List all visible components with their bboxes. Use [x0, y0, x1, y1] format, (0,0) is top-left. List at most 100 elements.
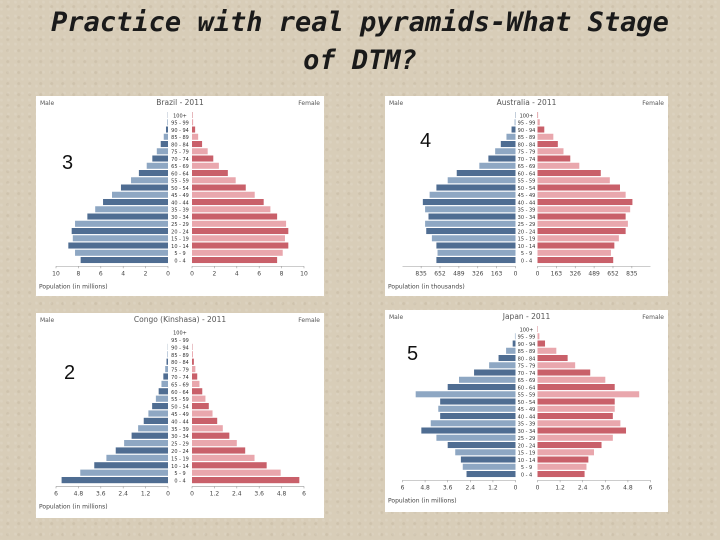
x-axis-label: Population (in thousands)	[388, 283, 465, 290]
tick-label-right: 0	[536, 270, 540, 277]
female-bar	[192, 425, 223, 432]
male-bar	[506, 133, 516, 140]
age-group-label: 15 - 19	[171, 237, 189, 243]
female-bar	[537, 384, 615, 391]
male-bar	[431, 235, 516, 242]
female-bar	[192, 119, 194, 126]
female-bar	[192, 177, 236, 184]
population-pyramid-australia: Australia - 2011 Male Female 100+ 95 - 9990 …	[388, 98, 664, 290]
chart-title: Congo (Kinshasa) - 2011	[134, 315, 226, 324]
tick-label-left: 0	[514, 270, 518, 277]
female-bar	[537, 148, 564, 155]
x-axis-label: Population (in millions)	[39, 283, 108, 290]
age-group-label: 50 - 54	[171, 186, 189, 192]
female-bar	[192, 432, 230, 439]
age-group-label: 85 - 89	[171, 135, 189, 141]
female-bar	[192, 213, 278, 220]
tick-label-right: 3.6	[601, 484, 611, 491]
tick-label-left: 489	[453, 270, 465, 277]
tick-label-left: 2.4	[466, 484, 476, 491]
age-group-label: 0 - 4	[174, 258, 185, 264]
male-bar	[437, 249, 516, 256]
slide-title: Practice with real pyramids-What Stage o…	[0, 4, 720, 80]
male-bar	[94, 462, 168, 469]
age-group-label: 25 - 29	[171, 222, 189, 228]
male-bar	[436, 257, 516, 264]
age-group-label: 10 - 14	[518, 244, 536, 250]
male-bar	[489, 362, 516, 369]
female-bar	[537, 112, 539, 119]
female-bar	[192, 220, 287, 227]
female-bar	[537, 191, 626, 198]
age-group-label: 5 - 9	[174, 251, 185, 257]
age-group-label: 65 - 69	[171, 164, 189, 170]
female-bar	[192, 235, 285, 242]
age-group-label: 95 - 99	[518, 335, 536, 341]
female-bar	[537, 220, 628, 227]
male-bar	[428, 213, 516, 220]
female-bar	[192, 410, 213, 417]
female-bar	[537, 228, 626, 235]
tick-label-left: 8	[76, 270, 80, 277]
male-bar	[455, 449, 516, 456]
age-group-label: 0 - 4	[174, 479, 185, 485]
tick-label-right: 4.8	[623, 484, 633, 491]
female-bar	[537, 405, 615, 412]
tick-label-left: 835	[415, 270, 427, 277]
male-bar	[506, 347, 516, 354]
male-bar	[167, 119, 168, 126]
age-group-label: 90 - 94	[518, 128, 536, 134]
age-group-label: 40 - 44	[171, 419, 189, 425]
tick-label-left: 6	[401, 484, 405, 491]
tick-label-right: 0	[190, 490, 194, 497]
age-group-label: 50 - 54	[518, 186, 536, 192]
male-bar	[138, 425, 168, 432]
female-bar	[192, 155, 214, 162]
female-bar	[192, 351, 193, 358]
age-group-label: 95 - 99	[171, 338, 189, 344]
male-bar	[466, 471, 516, 478]
male-bar	[167, 351, 168, 358]
age-group-label: 100+	[520, 327, 534, 333]
age-group-label: 100+	[173, 331, 187, 337]
age-group-label: 60 - 64	[171, 171, 189, 177]
female-bar	[537, 420, 621, 427]
age-group-label: 80 - 84	[171, 142, 189, 148]
male-bar	[488, 155, 516, 162]
age-group-label: 85 - 89	[518, 135, 536, 141]
male-bar	[421, 427, 516, 434]
x-axis-label: Population (in millions)	[388, 497, 457, 504]
male-bar	[87, 213, 168, 220]
age-group-label: 60 - 64	[518, 171, 536, 177]
tick-label-left: 1.2	[141, 490, 151, 497]
male-bar	[447, 177, 516, 184]
male-bar	[495, 148, 516, 155]
age-group-label: 10 - 14	[518, 458, 536, 464]
female-bar	[192, 184, 246, 191]
male-bar	[71, 228, 168, 235]
tick-label-left: 3.6	[443, 484, 453, 491]
female-bar	[537, 471, 585, 478]
population-pyramid-congo: Congo (Kinshasa) - 2011 Male Female 100+95 …	[39, 315, 320, 510]
age-group-label: 30 - 34	[518, 215, 536, 221]
female-bar	[537, 184, 620, 191]
age-group-label: 0 - 4	[521, 472, 532, 478]
age-group-label: 35 - 39	[518, 208, 536, 214]
pyramid-panel-congo: Congo (Kinshasa) - 2011 Male Female 100+ 95 …	[36, 313, 324, 518]
female-bar	[192, 373, 198, 380]
female-bar	[537, 340, 546, 347]
female-bar	[537, 355, 568, 362]
female-bar	[537, 162, 580, 169]
tick-label-left: 4	[121, 270, 125, 277]
female-bar	[537, 242, 615, 249]
tick-label-left: 652	[434, 270, 446, 277]
female-bar	[192, 141, 203, 148]
male-bar	[165, 366, 168, 373]
pyramid-panel-brazil: Brazil - 2011 Male Female 100+ 95 - 99 90 - 9…	[36, 96, 324, 296]
tick-label-left: 2.4	[118, 490, 128, 497]
female-bar	[537, 434, 613, 441]
male-bar	[152, 155, 168, 162]
female-label: Female	[642, 314, 664, 321]
male-bar	[430, 420, 516, 427]
age-group-label: 45 - 49	[171, 193, 189, 199]
